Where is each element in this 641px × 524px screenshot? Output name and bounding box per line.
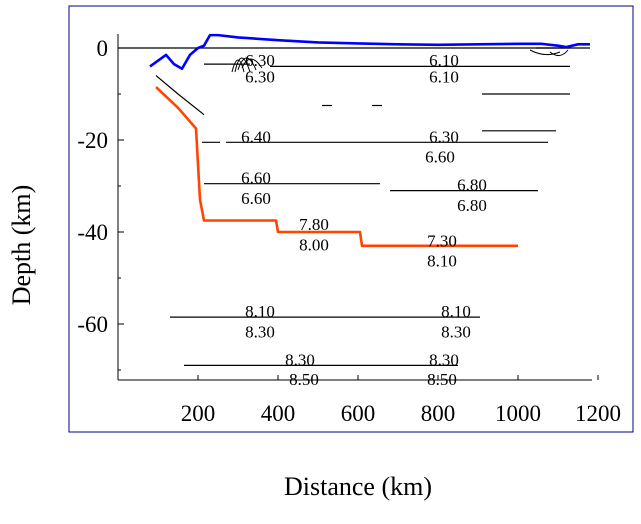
velocity-label-16: 8.30: [245, 322, 275, 341]
x-tick-label-0: 200: [181, 401, 216, 426]
velocity-label-1: 6.30: [245, 68, 275, 87]
velocity-label-6: 6.60: [425, 148, 455, 167]
velocity-label-14: 8.10: [427, 252, 457, 271]
velocity-label-19: 8.30: [285, 350, 315, 369]
velocity-label-9: 6.80: [457, 176, 487, 195]
y-tick-label-1: -20: [77, 128, 108, 153]
x-tick-label-1: 400: [261, 401, 296, 426]
x-axis-title: Distance (km): [284, 472, 432, 501]
y-tick-label-3: -60: [77, 312, 108, 337]
x-tick-label-5: 1200: [575, 401, 621, 426]
y-tick-label-2: -40: [77, 220, 108, 245]
x-tick-label-2: 600: [341, 401, 376, 426]
velocity-label-18: 8.30: [441, 322, 471, 341]
velocity-labels: 6.306.306.106.106.40 6.306.606.606.606.80…: [241, 51, 487, 389]
series-line-2: [155, 75, 205, 116]
series-line-1: [155, 86, 518, 248]
series-line-0: [149, 33, 590, 70]
velocity-label-4: 6.40: [241, 127, 271, 146]
velocity-label-8: 6.60: [241, 189, 271, 208]
velocity-label-15: 8.10: [245, 302, 275, 321]
velocity-label-12: 8.00: [299, 235, 329, 254]
velocity-label-11: 7.80: [299, 215, 329, 234]
velocity-label-5: 6.30: [429, 127, 459, 146]
velocity-label-20: 8.50: [289, 370, 319, 389]
x-tick-label-3: 800: [421, 401, 456, 426]
shallow-structure-arcs: [231, 49, 569, 73]
velocity-label-3: 6.10: [429, 68, 459, 87]
y-axis-title: Depth (km): [7, 185, 36, 306]
velocity-label-17: 8.10: [441, 302, 471, 321]
velocity-label-10: 6.80: [457, 196, 487, 215]
velocity-label-2: 6.10: [429, 51, 459, 70]
series-group: [149, 33, 590, 248]
x-ticks: 200 400 600 800 1000 1200: [181, 375, 621, 426]
velocity-label-0: 6.30: [245, 51, 275, 70]
plot-frame: [68, 5, 634, 433]
x-tick-label-4: 1000: [495, 401, 541, 426]
layer-boundaries: [118, 47, 590, 366]
velocity-label-21: 8.30: [429, 350, 459, 369]
velocity-label-13: 7.30: [427, 231, 457, 250]
velocity-label-7: 6.60: [241, 169, 271, 188]
y-ticks: 0 -20 -40 -60: [77, 36, 124, 371]
y-tick-label-0: 0: [97, 36, 109, 61]
velocity-label-22: 8.50: [427, 370, 457, 389]
